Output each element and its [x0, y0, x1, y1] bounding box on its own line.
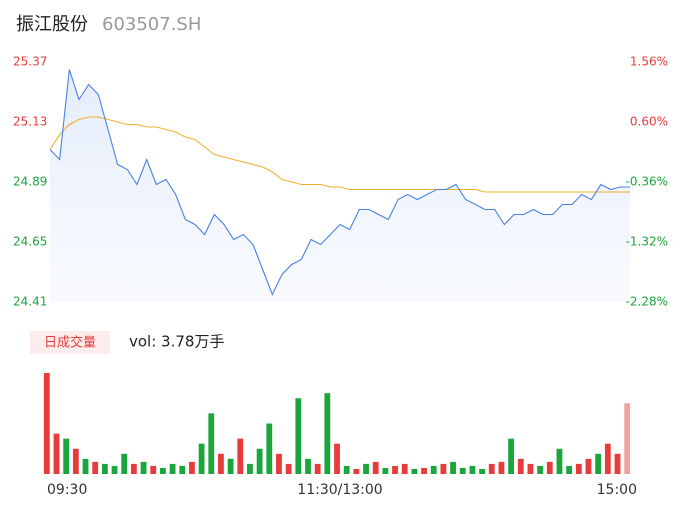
volume-bar: [101, 463, 108, 474]
y2-tick-label: 0.60%: [630, 115, 668, 129]
volume-bar: [43, 373, 50, 474]
volume-bar: [130, 463, 137, 474]
volume-bar: [140, 461, 147, 474]
volume-bar: [247, 463, 253, 474]
volume-button[interactable]: [30, 331, 110, 354]
volume-bar: [111, 465, 118, 474]
volume-bar: [179, 465, 186, 474]
volume-bar: [276, 453, 282, 474]
volume-bar: [314, 463, 321, 474]
volume-bar: [198, 443, 205, 474]
volume-bar: [575, 463, 582, 474]
volume-bar: [82, 458, 89, 474]
price-line: [49, 69, 630, 296]
y2-tick-label: 1.56%: [630, 55, 668, 69]
volume-bar: [498, 461, 505, 474]
volume-bar: [459, 467, 466, 474]
volume-bar: [488, 463, 495, 474]
volume-bar: [440, 463, 447, 474]
volume-bar: [295, 398, 302, 474]
volume-bar: [566, 465, 573, 474]
average-line: [49, 116, 630, 193]
volume-bar: [343, 465, 350, 474]
volume-bar: [517, 458, 524, 474]
volume-bar: [595, 453, 602, 474]
y2-tick-label: -2.28%: [626, 295, 668, 309]
volume-bar: [604, 443, 611, 474]
volume-bar: [411, 468, 418, 474]
volume-bar: [363, 463, 369, 474]
volume-bar: [508, 438, 514, 474]
volume-bar: [160, 467, 166, 474]
volume-bar: [353, 468, 360, 474]
stock-name: 振江股份: [16, 14, 88, 35]
volume-bar: [585, 458, 592, 474]
volume-bar: [624, 403, 631, 474]
volume-bar: [121, 453, 128, 474]
y-tick-label: 25.37: [13, 55, 47, 69]
stock-code: 603507.SH: [102, 14, 201, 35]
y-tick-label: 24.41: [13, 295, 47, 309]
volume-bar: [334, 443, 340, 474]
volume-bar: [266, 423, 273, 474]
volume-bar: [469, 465, 476, 474]
price-area: [50, 69, 630, 302]
volume-bar: [169, 463, 176, 474]
volume-bar: [527, 463, 534, 474]
volume-bar: [63, 438, 70, 474]
volume-bar: [324, 393, 331, 474]
x-tick-label: 11:30/13:00: [297, 482, 382, 498]
volume-bar: [382, 467, 389, 474]
volume-bar: [546, 461, 553, 474]
volume-bar: [189, 461, 195, 474]
volume-bar: [421, 467, 427, 474]
volume-bar: [285, 463, 292, 474]
volume-bar: [227, 458, 234, 474]
volume-bar: [401, 463, 408, 474]
volume-bar: [430, 465, 437, 474]
volume-bar: [150, 465, 157, 474]
volume-bar: [392, 465, 398, 474]
volume-button-label[interactable]: 日成交量: [44, 335, 96, 351]
volume-bar: [614, 453, 621, 474]
volume-bar: [479, 468, 485, 474]
y-tick-label: 25.13: [13, 115, 47, 129]
x-tick-label: 15:00: [597, 482, 637, 498]
volume-bar: [372, 461, 379, 474]
y-tick-label: 24.65: [13, 235, 47, 249]
y2-tick-label: -1.32%: [626, 235, 668, 249]
volume-bar: [237, 438, 244, 474]
volume-bar: [53, 433, 60, 474]
volume-bar: [537, 465, 544, 474]
volume-bar: [218, 453, 224, 474]
volume-bar: [256, 448, 263, 474]
y-tick-label: 24.89: [13, 175, 47, 189]
volume-bar: [92, 461, 99, 474]
volume-bar: [305, 458, 311, 474]
x-tick-label: 09:30: [47, 482, 87, 498]
volume-bar: [72, 448, 79, 474]
volume-bar: [208, 413, 215, 474]
volume-label: vol: 3.78万手: [129, 333, 224, 351]
volume-bar: [450, 461, 456, 474]
y2-tick-label: -0.36%: [626, 175, 668, 189]
volume-bar: [556, 448, 563, 474]
